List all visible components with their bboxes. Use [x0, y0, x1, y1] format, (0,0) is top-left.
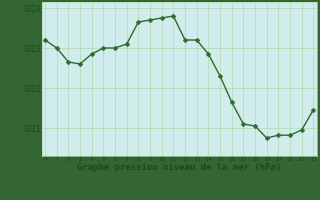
X-axis label: Graphe pression niveau de la mer (hPa): Graphe pression niveau de la mer (hPa): [77, 163, 281, 172]
